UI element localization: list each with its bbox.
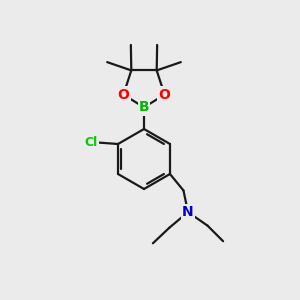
Text: N: N [182, 205, 194, 219]
Text: Cl: Cl [84, 136, 98, 149]
Text: B: B [139, 100, 149, 114]
Text: O: O [159, 88, 170, 102]
Text: O: O [118, 88, 129, 102]
